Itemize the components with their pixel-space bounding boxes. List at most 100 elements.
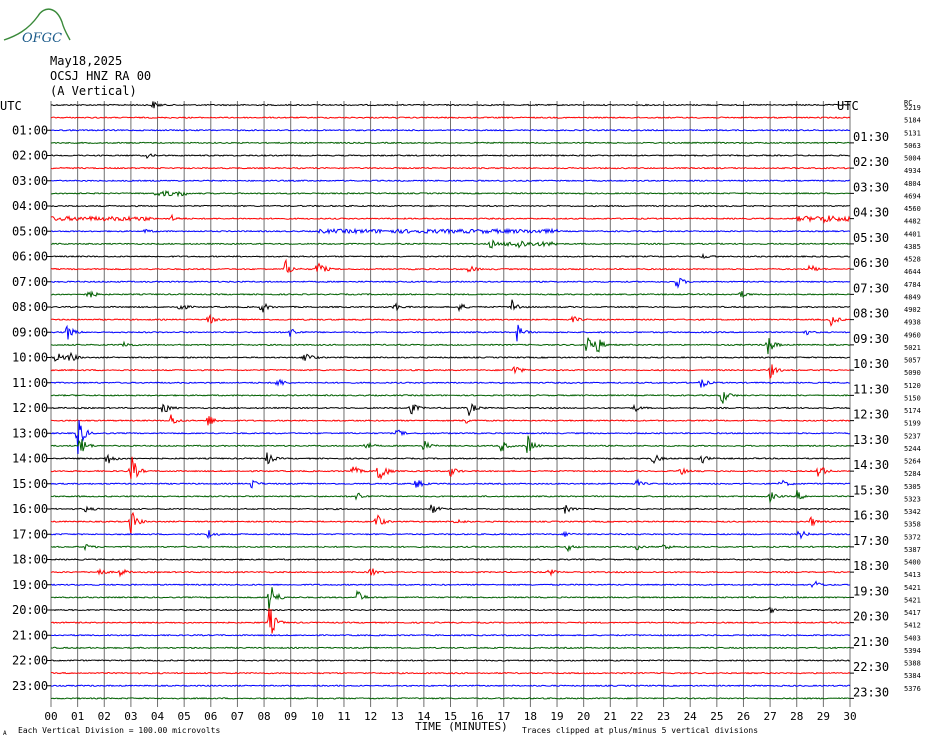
right-time-label: 07:30 <box>853 281 889 295</box>
rc-value: 5421 <box>904 596 921 604</box>
left-time-label: 13:00 <box>12 426 48 440</box>
rc-value: 5063 <box>904 142 921 150</box>
left-time-label: 07:00 <box>12 275 48 289</box>
rc-value: 5284 <box>904 470 921 478</box>
right-time-label: 12:30 <box>853 408 889 422</box>
x-tick-label: 04 <box>151 710 165 723</box>
rc-value: 4694 <box>904 192 921 200</box>
x-tick-label: 27 <box>763 710 776 723</box>
seismic-trace-15 <box>51 290 851 298</box>
rc-value: 5264 <box>904 458 921 466</box>
rc-value: 5120 <box>904 382 921 390</box>
seismic-trace-6 <box>50 179 850 183</box>
rc-value: 4938 <box>904 319 921 327</box>
seismic-trace-35 <box>50 544 851 553</box>
seismic-trace-29 <box>50 456 851 480</box>
right-time-label: 11:30 <box>853 382 889 396</box>
seismic-trace-4 <box>50 153 851 160</box>
right-time-label: 09:30 <box>853 332 889 346</box>
seismic-trace-39 <box>50 587 851 612</box>
right-time-label: 20:30 <box>853 610 889 624</box>
left-time-label: 09:00 <box>12 325 48 339</box>
logo-text: OFGC <box>22 31 62 46</box>
rc-value: 5323 <box>904 495 921 503</box>
x-tick-label: 06 <box>204 710 217 723</box>
rc-value: 4385 <box>904 243 921 251</box>
rc-value: 4560 <box>904 205 921 213</box>
rc-value: 5384 <box>904 672 921 680</box>
rc-value: 4804 <box>904 180 921 188</box>
seismic-trace-47 <box>50 697 851 700</box>
seismic-trace-33 <box>50 511 851 535</box>
rc-value: 5244 <box>904 445 921 453</box>
seismic-trace-45 <box>50 671 851 675</box>
rc-value: 4934 <box>904 167 921 175</box>
seismic-trace-40 <box>50 606 851 614</box>
right-time-label: 02:30 <box>853 155 889 169</box>
x-tick-label: 09 <box>284 710 297 723</box>
right-time-label: 04:30 <box>853 206 889 220</box>
seismic-trace-18 <box>50 324 851 342</box>
left-time-label: 21:00 <box>12 628 48 642</box>
left-time-label: 22:00 <box>12 654 48 668</box>
rc-value: 5057 <box>904 357 921 365</box>
right-time-label: 08:30 <box>853 307 889 321</box>
rc-value: 5021 <box>904 344 921 352</box>
seismic-trace-46 <box>50 684 851 688</box>
right-time-label: 06:30 <box>853 256 889 270</box>
seismic-trace-17 <box>50 313 851 327</box>
x-tick-label: 30 <box>843 710 856 723</box>
x-tick-label: 11 <box>337 710 350 723</box>
left-time-label: 11:00 <box>12 376 48 390</box>
seismic-trace-8 <box>50 204 851 208</box>
right-time-label: 22:30 <box>853 660 889 674</box>
x-tick-label: 17 <box>497 710 510 723</box>
seismic-trace-2 <box>50 128 851 132</box>
seismic-trace-1 <box>50 116 851 119</box>
seismic-trace-30 <box>50 478 851 489</box>
x-tick-label: 07 <box>231 710 244 723</box>
corner-mark: A <box>3 730 7 737</box>
left-time-label: 03:00 <box>12 174 48 188</box>
x-tick-label: 12 <box>364 710 377 723</box>
right-time-label: 23:30 <box>853 685 889 699</box>
rc-value: 4960 <box>904 331 921 339</box>
rc-value: 5150 <box>904 394 921 402</box>
seismic-trace-28 <box>50 452 851 465</box>
x-tick-label: 19 <box>550 710 563 723</box>
x-tick-label: 21 <box>604 710 617 723</box>
right-time-label: 15:30 <box>853 483 889 497</box>
right-time-label: 14:30 <box>853 458 889 472</box>
left-time-label: 14:00 <box>12 452 48 466</box>
x-tick-label: 13 <box>391 710 404 723</box>
component-label: (A Vertical) <box>50 84 137 98</box>
rc-value: 5417 <box>904 609 921 617</box>
left-time-label: 12:00 <box>12 401 48 415</box>
rc-value: 4784 <box>904 281 921 289</box>
rc-value: 5305 <box>904 483 921 491</box>
seismic-trace-38 <box>50 580 851 589</box>
left-time-label: 04:00 <box>12 199 48 213</box>
rc-value: 5184 <box>904 117 921 125</box>
rc-value: 5412 <box>904 622 921 630</box>
rc-value: 5004 <box>904 155 921 163</box>
right-time-label: 05:30 <box>853 231 889 245</box>
division-note: Each Vertical Division = 100.00 microvol… <box>18 726 221 735</box>
x-tick-label: 25 <box>710 710 723 723</box>
seismic-trace-0 <box>50 101 851 109</box>
seismic-trace-13 <box>50 258 851 274</box>
seismic-trace-37 <box>50 568 851 578</box>
seismic-trace-42 <box>50 633 851 637</box>
seismic-trace-3 <box>50 141 851 145</box>
rc-value: 4401 <box>904 230 921 238</box>
rc-value: 5090 <box>904 369 921 377</box>
seismic-trace-34 <box>50 530 851 540</box>
chart-date: May18,2025 <box>50 54 123 68</box>
right-time-label: 17:30 <box>853 534 889 548</box>
x-tick-label: 05 <box>178 710 191 723</box>
left-time-label: 23:00 <box>12 679 48 693</box>
x-tick-label: 01 <box>71 710 84 723</box>
seismic-trace-41 <box>50 608 851 634</box>
left-time-label: 15:00 <box>12 477 48 491</box>
